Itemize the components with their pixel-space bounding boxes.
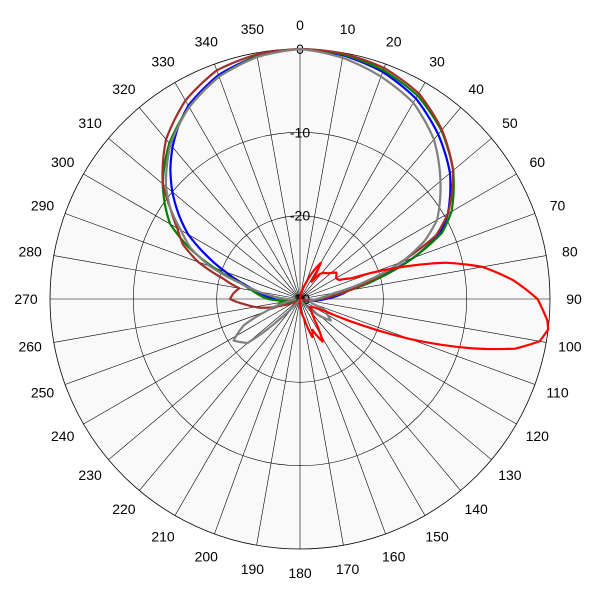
spoke-140 bbox=[299, 298, 461, 491]
radial-label-m10: -10 bbox=[290, 124, 310, 140]
spoke-290 bbox=[64, 213, 301, 300]
spoke-350 bbox=[256, 52, 301, 300]
angle-tick-labels: 0 10 20 30 40 50 60 70 80 90 100 110 120 130 140 150 160… bbox=[14, 17, 582, 581]
spoke-130 bbox=[299, 298, 492, 460]
ring--10 bbox=[133, 132, 467, 466]
spoke-240 bbox=[83, 298, 301, 425]
spoke-100 bbox=[299, 298, 547, 343]
spoke-220 bbox=[139, 298, 301, 491]
spoke-330 bbox=[174, 82, 301, 300]
angle-label-260: 260 bbox=[18, 339, 42, 355]
angle-label-290: 290 bbox=[31, 197, 55, 213]
angle-label-280: 280 bbox=[18, 243, 42, 259]
angle-label-60: 60 bbox=[530, 154, 546, 170]
spoke-110 bbox=[299, 298, 536, 385]
angle-label-330: 330 bbox=[151, 54, 175, 70]
spoke-160 bbox=[299, 298, 386, 535]
radial-label-m20: -20 bbox=[290, 208, 310, 224]
spoke-340 bbox=[214, 63, 301, 300]
angle-label-240: 240 bbox=[51, 428, 75, 444]
spoke-260 bbox=[53, 298, 301, 343]
angle-label-190: 190 bbox=[241, 561, 265, 577]
spoke-210 bbox=[174, 298, 301, 516]
angle-label-270: 270 bbox=[14, 291, 38, 307]
angle-label-320: 320 bbox=[112, 81, 136, 97]
angle-label-150: 150 bbox=[425, 528, 449, 544]
angle-label-220: 220 bbox=[112, 501, 136, 517]
angle-label-180: 180 bbox=[288, 565, 312, 581]
angle-label-140: 140 bbox=[464, 501, 488, 517]
angle-label-90: 90 bbox=[566, 291, 582, 307]
angle-label-30: 30 bbox=[429, 54, 445, 70]
angle-label-310: 310 bbox=[78, 115, 102, 131]
spoke-170 bbox=[299, 298, 344, 546]
angle-label-120: 120 bbox=[526, 428, 550, 444]
angle-label-20: 20 bbox=[386, 34, 402, 50]
angle-label-230: 230 bbox=[78, 467, 102, 483]
angle-label-40: 40 bbox=[468, 81, 484, 97]
spoke-190 bbox=[256, 298, 301, 546]
angle-label-50: 50 bbox=[502, 115, 518, 131]
angle-label-70: 70 bbox=[550, 197, 566, 213]
spoke-20 bbox=[299, 63, 386, 300]
angle-label-250: 250 bbox=[31, 385, 55, 401]
spoke-310 bbox=[108, 138, 301, 300]
angle-label-160: 160 bbox=[382, 548, 406, 564]
series-layer bbox=[161, 47, 550, 351]
ring--20 bbox=[216, 215, 384, 383]
radial-grid bbox=[133, 132, 467, 466]
angle-label-100: 100 bbox=[558, 339, 582, 355]
angle-label-210: 210 bbox=[151, 528, 175, 544]
angle-label-350: 350 bbox=[241, 21, 265, 37]
angle-label-200: 200 bbox=[195, 548, 219, 564]
spoke-230 bbox=[108, 298, 301, 460]
angle-label-80: 80 bbox=[562, 243, 578, 259]
spoke-300 bbox=[83, 173, 301, 300]
spoke-10 bbox=[299, 52, 344, 300]
angle-label-300: 300 bbox=[51, 154, 75, 170]
spoke-120 bbox=[299, 298, 517, 425]
spoke-200 bbox=[214, 298, 301, 535]
angle-label-0: 0 bbox=[296, 17, 304, 33]
angle-label-110: 110 bbox=[546, 385, 569, 401]
angle-label-130: 130 bbox=[498, 467, 522, 483]
angle-label-10: 10 bbox=[340, 21, 356, 37]
angle-label-170: 170 bbox=[336, 561, 360, 577]
spoke-70 bbox=[299, 213, 536, 300]
angle-label-340: 340 bbox=[195, 34, 219, 50]
series-line-5 bbox=[298, 261, 550, 351]
